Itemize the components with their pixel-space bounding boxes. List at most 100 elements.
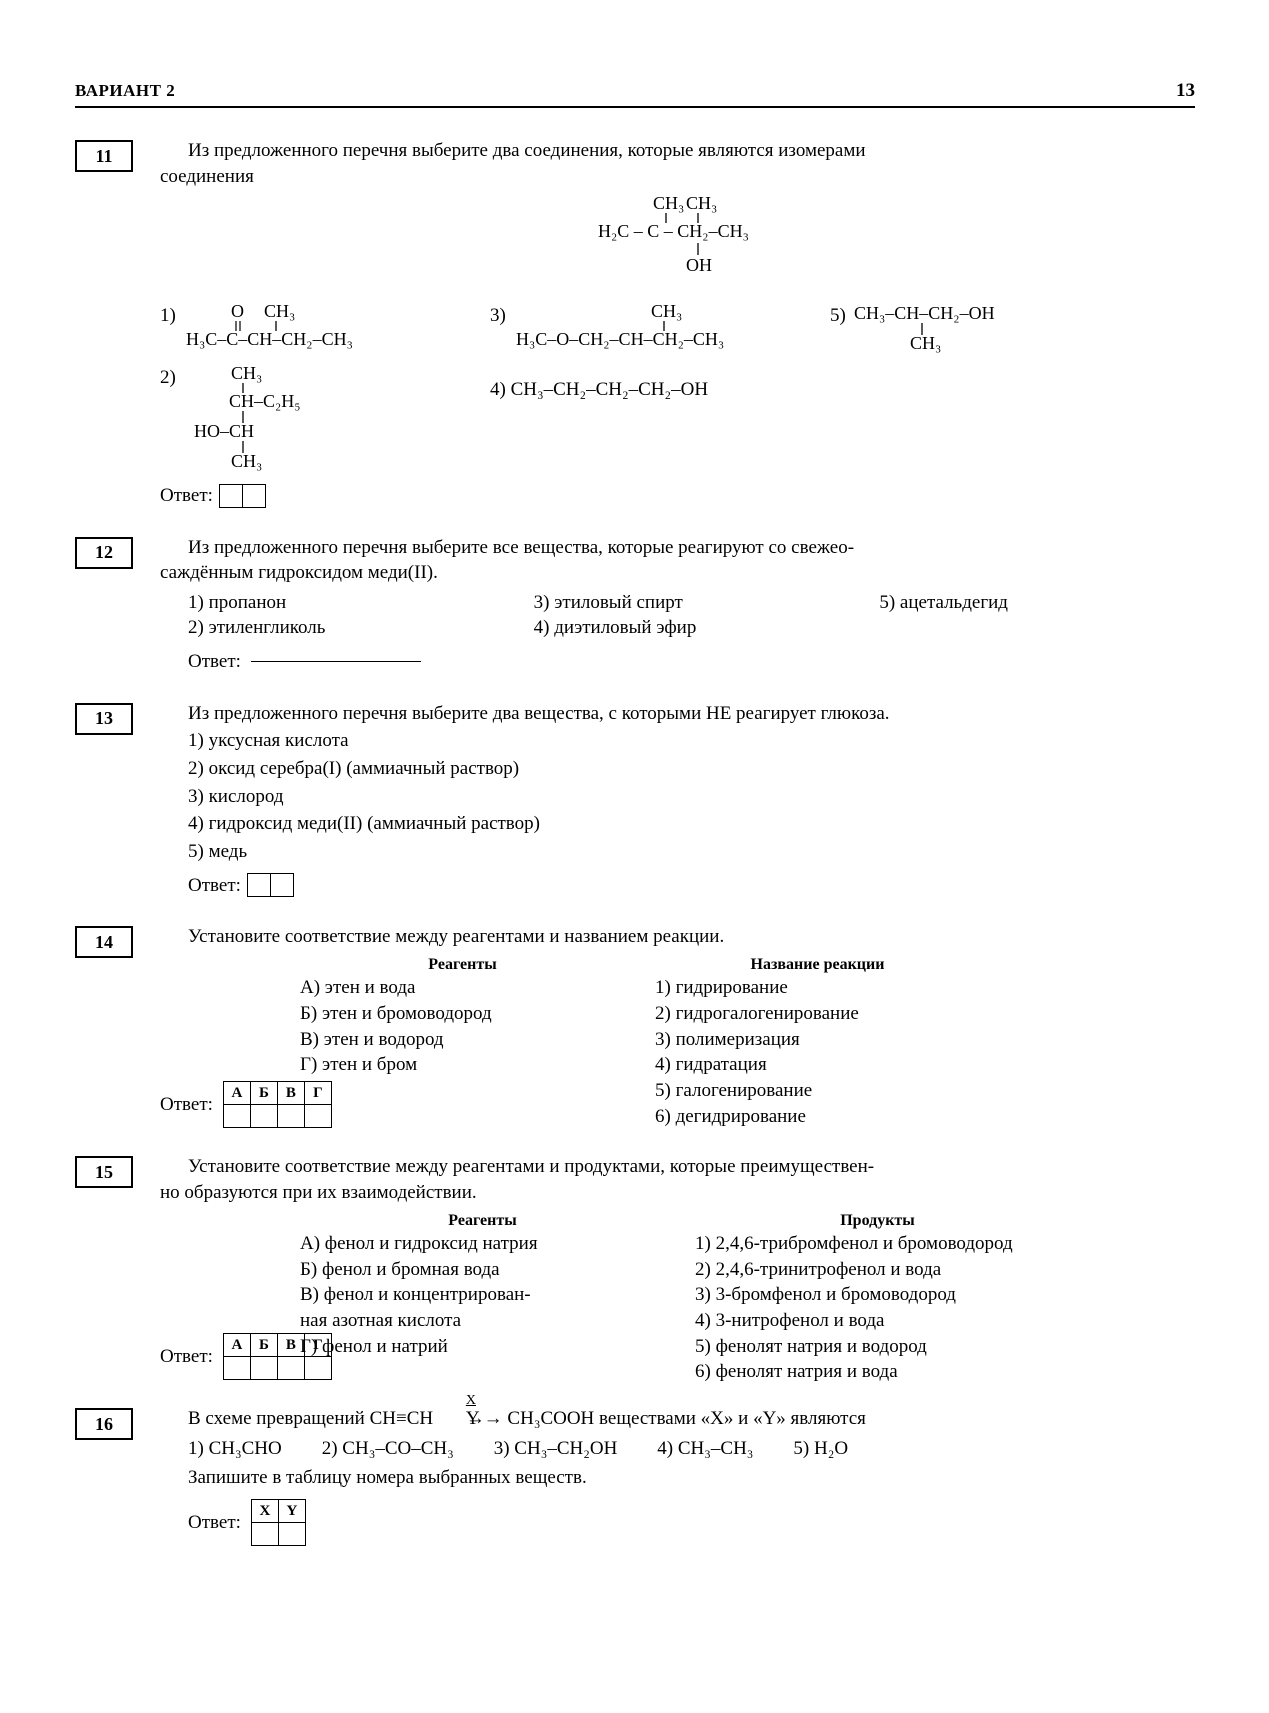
q11-opt2-structure: CH₃ CH–C₂H₅ HO–CH CH₃ [186,365,366,475]
q14-hdr-left: Реагенты [300,954,625,976]
question-number-box: 11 [75,140,133,172]
abvg-table[interactable]: А Б В Г [223,1333,332,1380]
q15-hdr-right: Продукты [695,1210,1060,1232]
q11-opt2-n: 2) [160,365,176,391]
q16-prompt: В схеме превращений CH≡CH X→ Y → CH₃COOH… [160,1406,1195,1432]
svg-text:H₂C – C – CH₂–CH₃: H₂C – C – CH₂–CH₃ [598,221,749,241]
question-14: 14 Установите соответствие между реагент… [75,924,1195,1128]
q15-r2: 2) 2,4,6-тринитрофенол и вода [695,1257,1060,1283]
svg-text:CH₃–CH–CH₂–OH: CH₃–CH–CH₂–OH [854,303,995,323]
q16-o3: 3) CH₃–CH₂OH [494,1436,618,1462]
question-12: 12 Из предложенного перечня выберите все… [75,535,1195,675]
q12-answer: Ответ: [188,649,1195,675]
svg-text:CH₃: CH₃ [910,333,941,353]
q14-lG: Г) этен и бром [300,1052,625,1078]
svg-text:CH₃: CH₃ [653,193,684,213]
q14-r2: 2) гидрогалогенирование [655,1001,980,1027]
q15-lB: Б) фенол и бромная вода [300,1257,665,1283]
xy-table[interactable]: X Y [251,1499,306,1546]
q15-r6: 6) фенолят натрия и вода [695,1359,1060,1385]
abvg-table[interactable]: А Б В Г [223,1081,332,1128]
q12-prompt-2: саждённым гидроксидом меди(II). [160,560,1195,586]
q13-o3: 3) кислород [188,784,1195,810]
q16-o5: 5) H₂O [793,1436,848,1462]
question-number-box: 14 [75,926,133,958]
answer-blank-line[interactable] [251,661,421,662]
svg-text:CH₃: CH₃ [231,363,262,383]
q14-r3: 3) полимеризация [655,1027,980,1053]
page-header: ВАРИАНТ 2 13 [75,80,1195,108]
answer-label: Ответ: [188,1510,241,1536]
answer-two-box[interactable] [247,873,294,897]
svg-text:CH₃: CH₃ [686,193,717,213]
svg-text:CH–C₂H₅: CH–C₂H₅ [229,391,301,411]
q14-r6: 6) дегидрирование [655,1104,980,1130]
q14-r5: 5) галогенирование [655,1078,980,1104]
question-16: 16 В схеме превращений CH≡CH X→ Y → CH₃C… [75,1406,1195,1546]
question-number-box: 16 [75,1408,133,1440]
answer-label: Ответ: [160,1344,213,1370]
q16-instr: Запишите в таблицу номера выбранных веще… [188,1465,1195,1491]
question-number-box: 15 [75,1156,133,1188]
q12-o2: 2) этиленгликоль [188,615,504,641]
q14-lA: А) этен и вода [300,975,625,1001]
q11-prompt-2: соединения [160,164,1195,190]
q12-o5: 5) ацетальдегид [879,590,1195,616]
answer-label: Ответ: [188,649,241,675]
q13-answer: Ответ: [188,873,1195,899]
q11-opt1-structure: O CH₃ H₃C–C–CH–CH₂–CH₃ [186,303,436,359]
variant-label: ВАРИАНТ 2 [75,81,175,101]
page-number: 13 [1176,80,1195,102]
q15-r5: 5) фенолят натрия и водород [695,1334,1060,1360]
q13-o1: 1) уксусная кислота [188,728,1195,754]
question-13: 13 Из предложенного перечня выберите два… [75,701,1195,898]
svg-text:O: O [231,301,244,321]
q12-o1: 1) пропанон [188,590,504,616]
q12-prompt-1: Из предложенного перечня выберите все ве… [160,535,1195,561]
q12-o3: 3) этиловый спирт [534,590,850,616]
svg-text:CH₃: CH₃ [264,301,295,321]
question-15: 15 Установите соответствие между реагент… [75,1154,1195,1380]
question-number-box: 12 [75,537,133,569]
q15-r4: 4) 3-нитрофенол и вода [695,1308,1060,1334]
q16-o2: 2) CH₃–CO–CH₃ [322,1436,454,1462]
answer-label: Ответ: [160,483,213,509]
q16-o4: 4) CH₃–CH₃ [657,1436,753,1462]
q14-prompt: Установите соответствие между реагентами… [160,924,1195,950]
q11-answer: Ответ: [160,483,480,509]
q13-o2: 2) оксид серебра(I) (аммиачный раствор) [188,756,1195,782]
q14-hdr-right: Название реакции [655,954,980,976]
q15-r3: 3) 3-бромфенол и бромоводород [695,1282,1060,1308]
q13-o4: 4) гидроксид меди(II) (аммиачный раствор… [188,811,1195,837]
svg-text:CH₃: CH₃ [651,301,682,321]
q15-lA: А) фенол и гидроксид натрия [300,1231,665,1257]
q15-r1: 1) 2,4,6-трибромфенол и бромоводород [695,1231,1060,1257]
q11-opt5-structure: CH₃–CH–CH₂–OH CH₃ [854,303,1074,359]
q12-o4: 4) диэтиловый эфир [534,615,850,641]
q15-lG: Г) фенол и натрий [300,1334,665,1360]
question-number-box: 13 [75,703,133,735]
q16-answer: Ответ: X Y [188,1499,1195,1546]
svg-text:HO–CH: HO–CH [194,421,254,441]
q14-lV: В) этен и водород [300,1027,625,1053]
q11-options: 1) O CH₃ H₃C–C–CH–CH₂–CH₃ 2) [160,303,1195,509]
q15-prompt-2: но образуются при их взаимодействии. [160,1180,1195,1206]
answer-label: Ответ: [160,1092,213,1118]
svg-text:OH: OH [686,255,712,275]
q14-r1: 1) гидрирование [655,975,980,1001]
q11-prompt-1: Из предложенного перечня выберите два со… [160,138,1195,164]
q11-opt5-n: 5) [830,303,846,329]
q13-o5: 5) медь [188,839,1195,865]
q15-hdr-left: Реагенты [300,1210,665,1232]
q14-lB: Б) этен и бромоводород [300,1001,625,1027]
q16-options: 1) CH₃CHO 2) CH₃–CO–CH₃ 3) CH₃–CH₂OH 4) … [188,1436,1195,1462]
q16-o1: 1) CH₃CHO [188,1436,282,1462]
answer-two-box[interactable] [219,484,266,508]
question-11: 11 Из предложенного перечня выберите два… [75,138,1195,509]
q11-opt3-structure: CH₃ H₃C–O–CH₂–CH–CH₂–CH₃ [516,303,796,359]
q14-r4: 4) гидратация [655,1052,980,1078]
svg-text:H₃C–C–CH–CH₂–CH₃: H₃C–C–CH–CH₂–CH₃ [186,329,353,349]
q11-main-structure: CH₃ CH₃ H₂C – C – CH₂–CH₃ OH [160,195,1195,291]
q11-opt1-n: 1) [160,303,176,329]
svg-text:CH₃: CH₃ [231,451,262,471]
